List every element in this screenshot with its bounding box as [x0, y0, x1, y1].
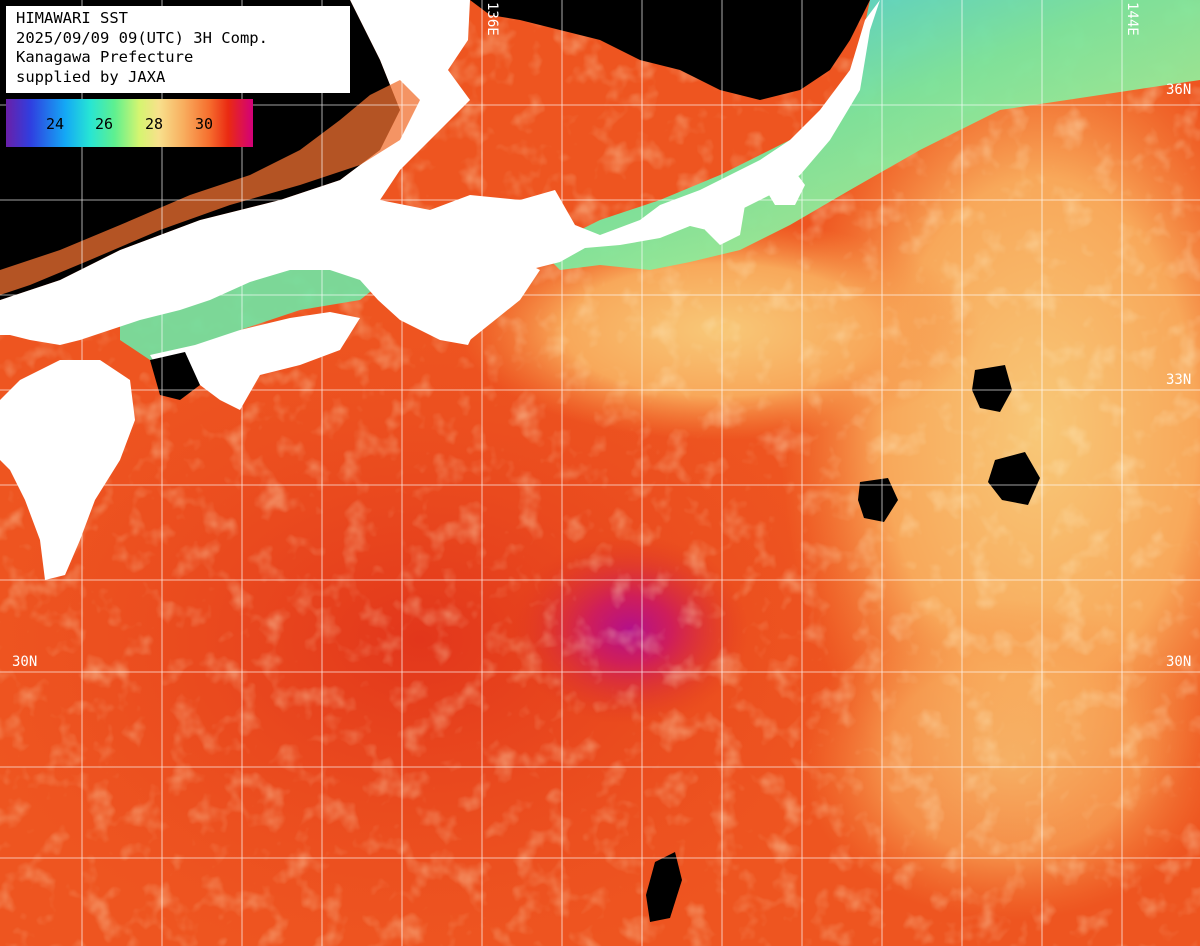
- longitude-label: 136E: [484, 2, 500, 36]
- colorbar-tick: 24: [46, 115, 65, 133]
- product-title: HIMAWARI SST: [16, 9, 128, 27]
- nodata-kyushu-south: [150, 352, 200, 400]
- latitude-label-right: 33N: [1166, 372, 1192, 388]
- data-credit: supplied by JAXA: [16, 67, 166, 86]
- latitude-label-right: 36N: [1166, 82, 1192, 98]
- nodata-north: [470, 0, 870, 100]
- latitude-label-right: 30N: [1166, 654, 1192, 670]
- colorbar-tick: 26: [95, 115, 114, 133]
- land-shikoku: [150, 312, 360, 410]
- colorbar-tick: 28: [145, 115, 164, 133]
- land-kyushu: [0, 360, 135, 580]
- land-boso-izu: [700, 165, 805, 245]
- map-info-box: HIMAWARI SST 2025/09/09 09(UTC) 3H Comp.…: [6, 6, 350, 93]
- land-honshu: [0, 0, 1200, 345]
- observation-time: 2025/09/09 09(UTC) 3H Comp.: [16, 28, 268, 47]
- temperature-colorbar: 24 26 28 30: [6, 99, 253, 147]
- nodata-island-2: [988, 452, 1040, 505]
- colorbar-tick: 30: [195, 115, 214, 133]
- prefecture-name: Kanagawa Prefecture: [16, 48, 194, 66]
- warm-fringe-northwest: [0, 80, 420, 295]
- latitude-label-left: 30N: [12, 654, 38, 670]
- nodata-island-3: [858, 478, 898, 522]
- nodata-island-4: [646, 852, 682, 922]
- longitude-label: 144E: [1124, 2, 1140, 36]
- nodata-island-1: [972, 365, 1012, 412]
